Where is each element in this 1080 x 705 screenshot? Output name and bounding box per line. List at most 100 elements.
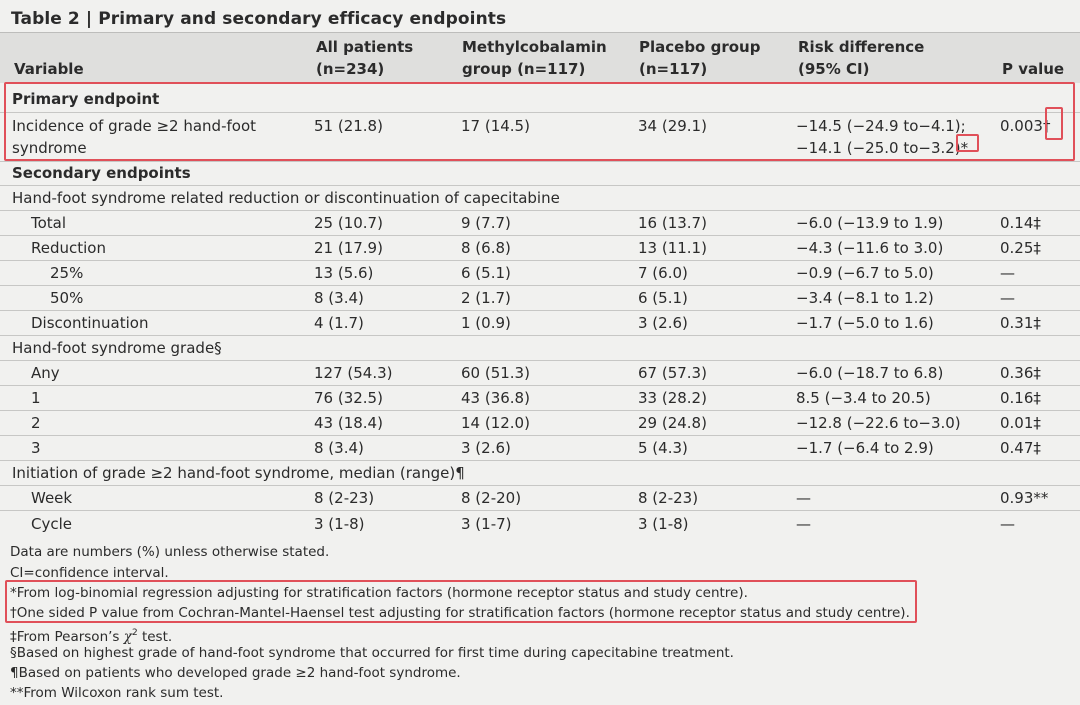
cell-placebo: 8 (2-23)	[638, 489, 699, 507]
cell-risk: −6.0 (−13.9 to 1.9)	[796, 214, 944, 232]
row-label: Total	[31, 214, 67, 232]
footnote-section-sign: §Based on highest grade of hand-foot syn…	[10, 645, 734, 661]
row-label: Cycle	[31, 515, 72, 533]
row-label: 2	[31, 414, 41, 432]
row-label: Week	[31, 489, 73, 507]
cell-risk: −6.0 (−18.7 to 6.8)	[796, 364, 944, 382]
cell-risk: −4.3 (−11.6 to 3.0)	[796, 239, 944, 257]
row-label: 3	[31, 439, 41, 457]
cell-p: —	[1000, 289, 1015, 307]
table-row: Total 25 (10.7) 9 (7.7) 16 (13.7) −6.0 (−13.…	[0, 211, 1080, 236]
table-row: 2 43 (18.4) 14 (12.0) 29 (24.8) −12.8 (−22.6…	[0, 411, 1080, 436]
cell-p: 0.93**	[1000, 489, 1049, 507]
table-row: 3 8 (3.4) 3 (2.6) 5 (4.3) −1.7 (−6.4 to 2.9)…	[0, 436, 1080, 461]
cell-placebo: 6 (5.1)	[638, 289, 688, 307]
cell-all: 21 (17.9)	[314, 239, 383, 257]
primary-section-heading: Primary endpoint	[12, 90, 160, 108]
cell-p: 0.47‡	[1000, 439, 1041, 457]
row-label: 1	[31, 389, 41, 407]
row-label: Discontinuation	[31, 314, 149, 332]
asterisk-highlight	[956, 134, 979, 152]
table-row: Week 8 (2-23) 8 (2-20) 8 (2-23) — 0.93**	[0, 486, 1080, 511]
table-title: Table 2 | Primary and secondary efficacy…	[11, 9, 507, 29]
footnote-double-dagger: ‡From Pearson’s χ2 test.	[10, 628, 173, 645]
cell-all: 4 (1.7)	[314, 314, 364, 332]
cell-risk: −1.7 (−6.4 to 2.9)	[796, 439, 934, 457]
cell-p: 0.36‡	[1000, 364, 1041, 382]
cell-methyl: 6 (5.1)	[461, 264, 511, 282]
footnote-dagger: †One sided P value from Cochran-Mantel-H…	[10, 605, 910, 621]
row-label: Any	[31, 364, 60, 382]
cell-methyl: 3 (2.6)	[461, 439, 511, 457]
cell-p: 0.14‡	[1000, 214, 1041, 232]
cell-placebo: 3 (2.6)	[638, 314, 688, 332]
table-row: Cycle 3 (1-8) 3 (1-7) 3 (1-8) — —	[0, 512, 1080, 538]
row-label: Reduction	[31, 239, 106, 257]
table-row: Hand-foot syndrome related reduction or …	[0, 186, 1080, 211]
cell-risk: −0.9 (−6.7 to 5.0)	[796, 264, 934, 282]
primary-endpoint-row: Incidence of grade ≥2 hand-foot syndrome…	[0, 113, 1080, 162]
cell-risk: −12.8 (−22.6 to−3.0)	[796, 414, 961, 432]
footnote-data-numbers: Data are numbers (%) unless otherwise st…	[10, 544, 330, 560]
primary-label-line2: syndrome	[12, 139, 87, 157]
primary-risk-line2: −14.1 (−25.0 to−3.2)*	[796, 139, 969, 157]
footnote-pilcrow: ¶Based on patients who developed grade ≥…	[10, 665, 461, 681]
secondary-section-heading: Secondary endpoints	[12, 164, 191, 182]
table-row: Any 127 (54.3) 60 (51.3) 67 (57.3) −6.0 (−18…	[0, 361, 1080, 386]
cell-placebo: 7 (6.0)	[638, 264, 688, 282]
cell-all: 43 (18.4)	[314, 414, 383, 432]
cell-all: 25 (10.7)	[314, 214, 383, 232]
cell-all: 8 (2-23)	[314, 489, 375, 507]
table-row: 50% 8 (3.4) 2 (1.7) 6 (5.1) −3.4 (−8.1 to 1.…	[0, 286, 1080, 311]
cell-methyl: 9 (7.7)	[461, 214, 511, 232]
table-header: Variable All patients (n=234) Methylcobal…	[0, 32, 1080, 83]
primary-label-line1: Incidence of grade ≥2 hand-foot	[12, 117, 257, 135]
cell-p: 0.01‡	[1000, 414, 1041, 432]
cell-all: 76 (32.5)	[314, 389, 383, 407]
cell-all: 3 (1-8)	[314, 515, 365, 533]
cell-p: 0.16‡	[1000, 389, 1041, 407]
row-label: Hand-foot syndrome grade§	[12, 339, 222, 357]
cell-p: 0.31‡	[1000, 314, 1041, 332]
cell-methyl: 60 (51.3)	[461, 364, 530, 382]
footnote-asterisk: *From log-binomial regression adjusting …	[10, 585, 748, 601]
cell-placebo: 3 (1-8)	[638, 515, 689, 533]
primary-endpoint-highlight	[4, 82, 1075, 161]
cell-risk: −3.4 (−8.1 to 1.2)	[796, 289, 934, 307]
footnotes-highlight	[5, 580, 917, 623]
cell-methyl: 1 (0.9)	[461, 314, 511, 332]
table-row: 1 76 (32.5) 43 (36.8) 33 (28.2) 8.5 (−3.4 to…	[0, 386, 1080, 411]
dagger-highlight	[1045, 107, 1063, 140]
table-row: 25% 13 (5.6) 6 (5.1) 7 (6.0) −0.9 (−6.7 to 5…	[0, 261, 1080, 286]
table-row: Reduction 21 (17.9) 8 (6.8) 13 (11.1) −4.3 (…	[0, 236, 1080, 261]
primary-risk-line1: −14.5 (−24.9 to−4.1);	[796, 117, 966, 135]
cell-methyl: 2 (1.7)	[461, 289, 511, 307]
primary-placebo: 34 (29.1)	[638, 117, 707, 135]
cell-placebo: 13 (11.1)	[638, 239, 707, 257]
cell-placebo: 33 (28.2)	[638, 389, 707, 407]
cell-placebo: 5 (4.3)	[638, 439, 688, 457]
row-label: Initiation of grade ≥2 hand-foot syndrom…	[12, 464, 465, 482]
cell-risk: 8.5 (−3.4 to 20.5)	[796, 389, 931, 407]
cell-methyl: 3 (1-7)	[461, 515, 512, 533]
footnote-ci: CI=confidence interval.	[10, 565, 169, 581]
cell-methyl: 14 (12.0)	[461, 414, 530, 432]
cell-risk: —	[796, 489, 811, 507]
cell-placebo: 16 (13.7)	[638, 214, 707, 232]
cell-all: 13 (5.6)	[314, 264, 374, 282]
cell-risk: −1.7 (−5.0 to 1.6)	[796, 314, 934, 332]
cell-risk: —	[796, 515, 811, 533]
primary-section-row: Primary endpoint	[0, 87, 1080, 113]
secondary-section-row: Secondary endpoints	[0, 162, 1080, 186]
primary-all-patients: 51 (21.8)	[314, 117, 383, 135]
primary-methylcobalamin: 17 (14.5)	[461, 117, 530, 135]
cell-all: 8 (3.4)	[314, 439, 364, 457]
row-label: Hand-foot syndrome related reduction or …	[12, 189, 560, 207]
table-row: Initiation of grade ≥2 hand-foot syndrom…	[0, 461, 1080, 486]
primary-p-value: 0.003†	[1000, 117, 1051, 135]
cell-p: 0.25‡	[1000, 239, 1041, 257]
cell-methyl: 8 (6.8)	[461, 239, 511, 257]
cell-p: —	[1000, 515, 1015, 533]
cell-all: 127 (54.3)	[314, 364, 393, 382]
cell-methyl: 43 (36.8)	[461, 389, 530, 407]
